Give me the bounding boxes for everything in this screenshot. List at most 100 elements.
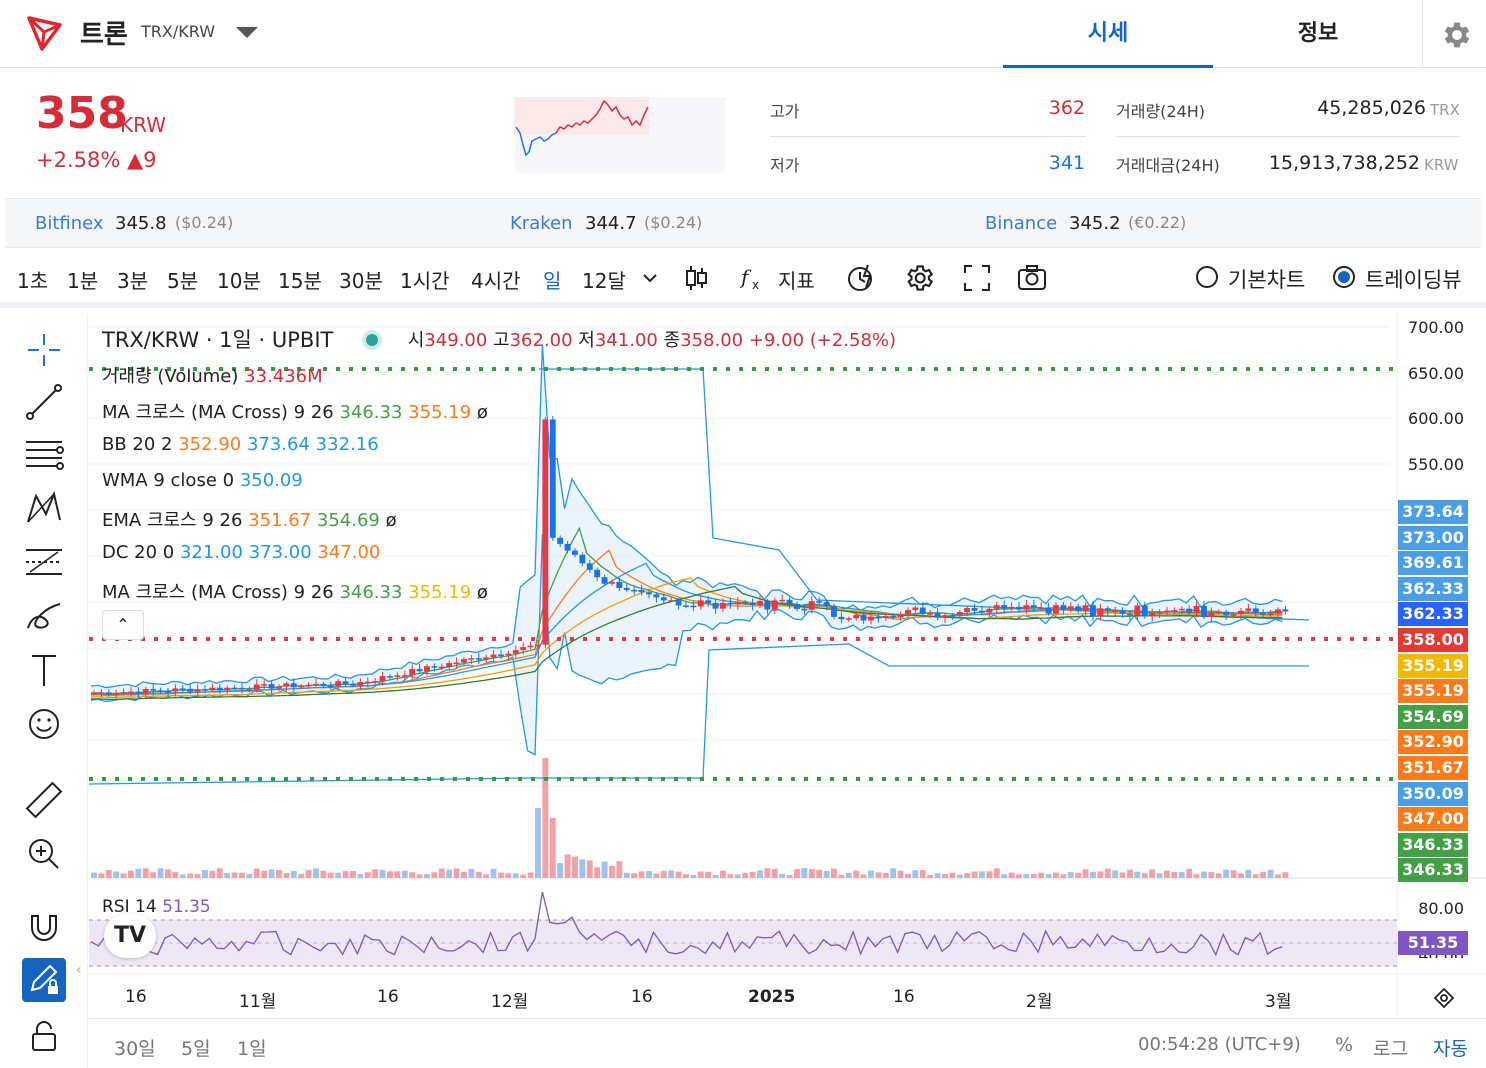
exchange-name[interactable]: Bitfinex xyxy=(35,213,104,234)
lock-icon[interactable] xyxy=(22,1014,66,1058)
tab-price[interactable]: 시세 xyxy=(1003,0,1213,68)
panel-collapse-handle[interactable]: ‹ xyxy=(76,962,82,978)
price-tag: 373.64 xyxy=(1398,500,1468,524)
camera-icon[interactable] xyxy=(1016,262,1048,294)
exchange-price: 344.7 xyxy=(585,213,637,234)
emoji-icon[interactable] xyxy=(22,702,66,746)
interval-15m[interactable]: 15분 xyxy=(278,269,322,293)
lock-drawing-button[interactable] xyxy=(22,958,66,1002)
candle-body xyxy=(372,681,379,683)
alert-clock-icon[interactable] xyxy=(846,262,878,294)
radio-basic-chart[interactable] xyxy=(1196,266,1218,288)
candle-body xyxy=(150,688,157,691)
chevron-down-icon[interactable] xyxy=(640,262,660,294)
interval-1d[interactable]: 일 xyxy=(543,269,562,293)
interval-3m[interactable]: 3분 xyxy=(117,269,149,293)
range-1d[interactable]: 1일 xyxy=(237,1038,267,1060)
candle-body xyxy=(1156,612,1163,614)
text-tool-icon[interactable] xyxy=(22,648,66,692)
fullscreen-icon[interactable] xyxy=(961,262,993,294)
candle-body xyxy=(549,419,556,538)
basic-chart-label[interactable]: 기본차트 xyxy=(1228,268,1306,292)
clock-time[interactable]: 00:54:28 (UTC+9) xyxy=(1138,1034,1301,1055)
price-chart[interactable] xyxy=(89,314,1486,1068)
volume-bar xyxy=(179,874,186,878)
volume-bar xyxy=(816,869,823,878)
volume-bar xyxy=(438,868,445,878)
volume-bar xyxy=(668,870,675,878)
candle-body xyxy=(475,658,482,660)
volume-bar xyxy=(601,861,608,878)
volume-bar xyxy=(527,872,534,878)
auto-toggle[interactable]: 자동 xyxy=(1433,1038,1468,1060)
fib-levels-icon[interactable] xyxy=(22,540,66,584)
candle-body xyxy=(387,676,393,678)
volume-bar xyxy=(202,869,208,878)
candle-body xyxy=(956,611,963,616)
candle-body xyxy=(498,654,504,657)
price-tag: 347.00 xyxy=(1398,807,1468,832)
candlestick-icon[interactable] xyxy=(680,262,712,294)
candle-body xyxy=(542,419,549,645)
zoom-in-icon[interactable] xyxy=(22,832,66,876)
exchange-name[interactable]: Binance xyxy=(985,213,1058,234)
volume-bar xyxy=(1097,871,1104,878)
volume-bar xyxy=(1112,870,1119,878)
magnet-icon[interactable] xyxy=(22,904,66,948)
volume-bar xyxy=(120,873,127,878)
volume-bar xyxy=(979,871,985,878)
volume-bar xyxy=(150,872,157,878)
time-axis-label: 16 xyxy=(377,987,399,1007)
volume-bar xyxy=(1215,873,1222,878)
tradingview-label[interactable]: 트레이딩뷰 xyxy=(1365,268,1462,292)
ruler-icon[interactable] xyxy=(22,778,66,822)
radio-tradingview[interactable] xyxy=(1333,266,1355,288)
exchange-usd: (€0.22) xyxy=(1128,213,1187,232)
settings-gear-icon[interactable] xyxy=(1440,18,1474,52)
volume-bar xyxy=(949,872,956,878)
pair-dropdown-icon[interactable] xyxy=(236,27,258,38)
candle-body xyxy=(845,618,852,620)
interval-5m[interactable]: 5분 xyxy=(167,269,199,293)
brush-icon[interactable] xyxy=(22,594,66,638)
candle-body xyxy=(461,659,467,663)
trend-line-icon[interactable] xyxy=(22,380,66,424)
horizontal-lines-icon[interactable] xyxy=(22,432,66,476)
crosshair-icon[interactable] xyxy=(22,328,66,372)
time-axis-label: 2월 xyxy=(1026,992,1053,1012)
log-toggle[interactable]: 로그 xyxy=(1373,1038,1408,1060)
volume-bar xyxy=(239,872,245,878)
candle-body xyxy=(416,669,423,672)
interval-10m[interactable]: 10분 xyxy=(217,269,261,293)
settings-icon[interactable] xyxy=(903,262,935,294)
interval-1m[interactable]: 1분 xyxy=(67,269,99,293)
volume-bar xyxy=(919,870,926,878)
scroll-reset-icon[interactable] xyxy=(1432,986,1456,1010)
candle-body xyxy=(91,693,97,695)
collapse-legend-button[interactable]: ⌃ xyxy=(102,610,144,640)
candle-body xyxy=(586,563,593,570)
exchange-price-bar: Bitfinex 345.8 ($0.24) Kraken 344.7 ($0.… xyxy=(5,198,1481,248)
candle-body xyxy=(453,662,460,665)
pattern-icon[interactable] xyxy=(22,486,66,530)
range-30d[interactable]: 30일 xyxy=(114,1038,156,1060)
interval-4h[interactable]: 4시간 xyxy=(471,269,521,293)
volume-bar xyxy=(1090,871,1096,878)
time-axis-label: 16 xyxy=(893,987,915,1007)
stat-divider xyxy=(770,136,1086,137)
interval-1s[interactable]: 1초 xyxy=(17,269,49,293)
tab-info[interactable]: 정보 xyxy=(1297,21,1339,46)
candle-body xyxy=(1245,608,1252,611)
volume-bar xyxy=(660,870,667,878)
interval-30m[interactable]: 30분 xyxy=(339,269,383,293)
candle-body xyxy=(1097,608,1104,617)
candle-body xyxy=(1104,608,1111,611)
interval-12mo[interactable]: 12달 xyxy=(582,269,626,293)
percent-toggle[interactable]: % xyxy=(1335,1034,1354,1056)
range-5d[interactable]: 5일 xyxy=(181,1038,211,1060)
indicator-label[interactable]: 지표 xyxy=(778,269,815,293)
exchange-name[interactable]: Kraken xyxy=(510,213,573,234)
legend-volume: 거래량 (Volume) 33.436M xyxy=(102,366,323,387)
interval-1h[interactable]: 1시간 xyxy=(400,269,450,293)
